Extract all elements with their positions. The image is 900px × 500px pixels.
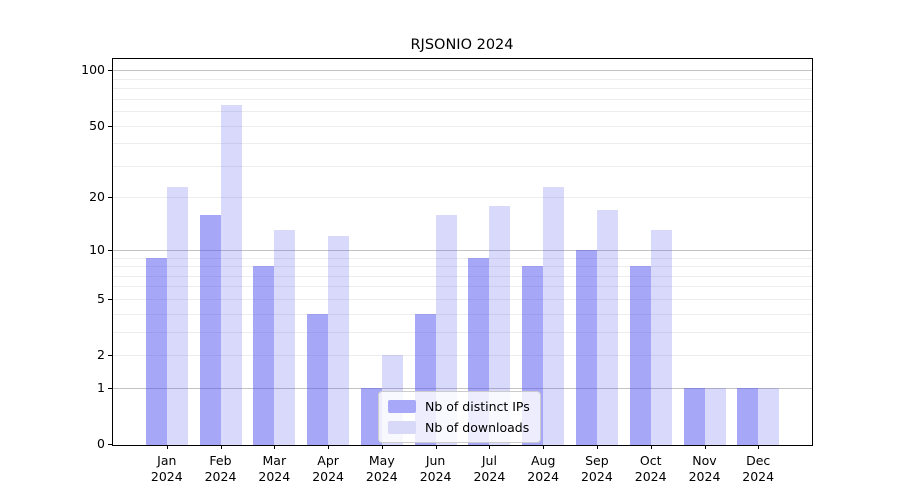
y-axis-tick-label: 50 [89, 117, 105, 133]
minor-gridline [113, 78, 812, 80]
bar-distinct-ips [307, 313, 329, 445]
legend-item-distinct-ips: Nb of distinct IPs [388, 399, 530, 414]
x-axis-tick-label: Jun 2024 [419, 453, 452, 484]
minor-gridline [113, 98, 812, 100]
x-axis-tick [220, 445, 222, 449]
x-axis-tick [166, 445, 168, 449]
bar-distinct-ips [737, 387, 759, 445]
x-axis-tick-label: Sep 2024 [580, 453, 613, 484]
bar-distinct-ips [683, 387, 705, 445]
x-axis-tick-label: Jan 2024 [150, 453, 183, 484]
minor-gridline [113, 143, 812, 145]
y-axis-tick-label: 100 [81, 62, 105, 78]
bar-downloads [704, 387, 726, 445]
y-axis-tick [108, 70, 112, 72]
x-axis-tick [435, 445, 437, 449]
bar-distinct-ips [360, 387, 382, 445]
minor-gridline [113, 88, 812, 89]
x-axis-tick-label: Apr 2024 [312, 453, 344, 484]
major-gridline [113, 70, 812, 72]
y-axis-tick-label: 5 [97, 290, 105, 306]
legend-swatch-downloads [388, 421, 416, 434]
y-axis-tick-label: 0 [97, 436, 105, 451]
x-axis-tick-label: Feb 2024 [204, 453, 237, 484]
bar-downloads [220, 104, 242, 445]
y-axis-tick [108, 444, 112, 445]
chart-title: RJSONIO 2024 [410, 37, 514, 53]
x-axis-tick-label: Jul 2024 [473, 453, 506, 484]
plot-area: 100 50 20 10 5 2 1 0 Jan 2024 Feb 2024 Mar 2024 Apr… [81, 58, 813, 484]
minor-gridline [113, 125, 812, 127]
bar-downloads [274, 230, 296, 445]
y-axis-tick [108, 298, 112, 300]
x-axis-tick [489, 445, 491, 449]
x-axis-tick [758, 445, 760, 449]
bar-downloads [758, 387, 780, 445]
bar-distinct-ips [629, 266, 651, 445]
y-axis-tick [108, 387, 112, 389]
y-axis-tick [108, 125, 112, 127]
legend-swatch-distinct-ips [388, 400, 416, 413]
x-axis-tick [328, 445, 330, 449]
y-axis-tick-label: 1 [97, 379, 105, 395]
x-axis-tick [704, 445, 706, 449]
bar-distinct-ips [253, 266, 275, 445]
minor-gridline [113, 197, 812, 199]
bar-downloads [435, 214, 457, 445]
legend-item-downloads: Nb of downloads [388, 420, 530, 435]
bar-distinct-ips [199, 214, 221, 445]
x-axis-tick-label: Dec 2024 [742, 453, 775, 484]
bar-downloads [328, 236, 350, 445]
legend-box: Nb of distinct IPs Nb of downloads [378, 391, 541, 443]
x-axis-tick-label: Oct 2024 [634, 453, 667, 484]
legend-label-downloads: Nb of downloads [425, 420, 530, 435]
x-axis-tick [596, 445, 598, 449]
x-axis-tick-label: May 2024 [365, 453, 398, 484]
x-axis-tick-label: Mar 2024 [258, 453, 291, 484]
y-axis-tick-label: 2 [97, 347, 105, 362]
x-axis-tick [274, 445, 276, 449]
bar-downloads [166, 186, 188, 445]
x-axis-tick [650, 445, 652, 449]
bar-downloads [489, 205, 511, 445]
x-axis-tick-label: Aug 2024 [527, 453, 560, 484]
bar-distinct-ips [575, 249, 597, 445]
y-axis-tick [108, 249, 112, 251]
y-axis-tick [108, 355, 112, 356]
bar-distinct-ips [145, 257, 167, 445]
y-axis-tick [108, 197, 112, 199]
bar-downloads [596, 209, 618, 445]
bar-downloads [650, 230, 672, 445]
minor-gridline [113, 111, 812, 112]
bar-downloads [543, 186, 565, 445]
y-axis-tick-label: 10 [89, 241, 105, 257]
x-axis-tick [543, 445, 545, 449]
x-axis-tick [381, 445, 383, 449]
x-axis-tick-label: Nov 2024 [688, 453, 721, 484]
y-axis-tick-label: 20 [89, 189, 105, 205]
minor-gridline [113, 165, 812, 167]
legend-label-distinct-ips: Nb of distinct IPs [425, 399, 530, 414]
